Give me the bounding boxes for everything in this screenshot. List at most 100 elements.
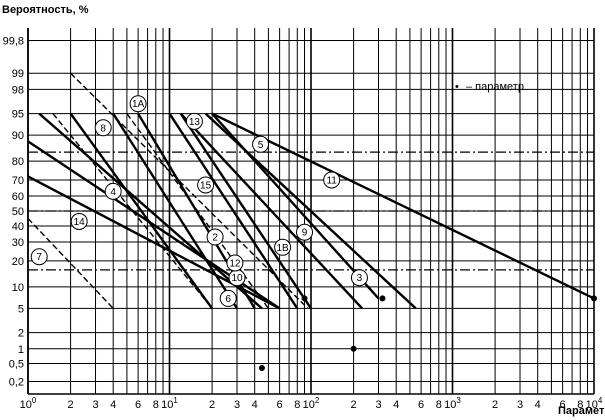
- series-label-text: 4: [110, 187, 116, 198]
- series-label-5: 5: [252, 135, 270, 153]
- series-label-6: 6: [219, 289, 237, 307]
- series-label-text: 2: [212, 233, 218, 244]
- y-tick-label: 5: [18, 303, 24, 315]
- series-label-10: 10: [228, 269, 246, 287]
- series-label-7: 7: [30, 248, 48, 266]
- x-tick-label: 8: [577, 399, 583, 411]
- x-tick-label: 6: [418, 399, 424, 411]
- series-label-text: 8: [100, 123, 106, 134]
- series-label-circle: [197, 176, 215, 194]
- x-tick-label: 3: [517, 399, 523, 411]
- x-tick-label: 100: [20, 396, 37, 411]
- series-line-14: [27, 175, 281, 310]
- x-tick-label: 6: [135, 399, 141, 411]
- parameter-marker: [258, 365, 265, 372]
- y-tick-label: 2: [18, 328, 24, 340]
- series-label-circle: [274, 238, 292, 256]
- series-label-11: 11: [323, 171, 341, 189]
- series-label-8: 8: [94, 119, 112, 137]
- series-label-circle: [185, 112, 203, 130]
- x-tick-label: 101: [161, 396, 178, 411]
- series-line-9: [179, 112, 364, 310]
- y-tick-label: 90: [12, 130, 24, 142]
- series-label-text: 5: [258, 140, 264, 151]
- y-tick-label: 99,8: [3, 36, 24, 48]
- chart-grid: [27, 28, 595, 394]
- legend-text: – параметр: [466, 81, 524, 93]
- series-label-text: 11: [326, 175, 337, 186]
- x-tick-label: 4: [110, 399, 116, 411]
- tick-labels: 99,89998959080706050403020105210,50,2100…: [3, 36, 603, 411]
- chart-series: [27, 72, 595, 310]
- series-label-4: 4: [104, 182, 122, 200]
- x-tick-label: 6: [277, 399, 283, 411]
- series-label-text: 7: [36, 252, 42, 263]
- x-tick-label: 3: [234, 399, 240, 411]
- parameter-marker: [350, 345, 357, 352]
- series-line-5: [204, 112, 417, 310]
- x-tick-label: 103: [444, 396, 461, 411]
- series-label-circle: [350, 269, 368, 287]
- y-tick-label: 60: [12, 191, 24, 203]
- x-tick-label: 6: [560, 399, 566, 411]
- parameter-marker: [301, 295, 308, 302]
- series-label-circle: [30, 248, 48, 266]
- series-line-11: [211, 112, 595, 300]
- parameter-markers: [258, 295, 597, 372]
- y-tick-label: 20: [12, 256, 24, 268]
- series-label-circle: [206, 228, 224, 246]
- x-tick-label: 2: [209, 399, 215, 411]
- series-line-13: [179, 112, 312, 310]
- series-label-15: 15: [197, 176, 215, 194]
- x-tick-label: 2: [68, 399, 74, 411]
- x-tick-label: 4: [393, 399, 399, 411]
- series-label-text: 3: [357, 273, 363, 284]
- series-label-text: 14: [74, 217, 86, 228]
- series-labels: 1A 1B 2 3 4 5 6 7 8 9 10 11 12 13 14 15: [30, 95, 368, 307]
- series-label-circle: [323, 171, 341, 189]
- series-label-1b: 1B: [274, 238, 292, 256]
- series-line-15: [70, 72, 309, 309]
- series-label-circle: [129, 95, 147, 113]
- series-label-text: 15: [200, 180, 212, 191]
- series-label-text: 9: [302, 228, 308, 239]
- x-tick-label: 4: [535, 399, 541, 411]
- chart-axes: [27, 28, 594, 395]
- series-line-12: [38, 112, 263, 310]
- x-tick-label: 2: [492, 399, 498, 411]
- legend: • – параметр: [455, 81, 524, 93]
- series-label-text: 10: [231, 273, 243, 284]
- series-label-text: 12: [229, 258, 241, 269]
- series-label-circle: [219, 289, 237, 307]
- y-tick-label: 70: [12, 175, 24, 187]
- series-label-14: 14: [70, 212, 88, 230]
- legend-symbol: •: [455, 81, 459, 93]
- series-label-3: 3: [350, 269, 368, 287]
- series-label-text: 1A: [132, 99, 145, 110]
- y-tick-label: 10: [12, 282, 24, 294]
- y-tick-label: 95: [12, 109, 24, 121]
- series-label-12: 12: [226, 254, 244, 272]
- x-tick-label: 4: [252, 399, 258, 411]
- series-label-circle: [104, 182, 122, 200]
- y-tick-label: 0,5: [9, 359, 24, 371]
- series-label-13: 13: [185, 112, 203, 130]
- series-line-7: [27, 217, 114, 309]
- x-tick-label: 3: [375, 399, 381, 411]
- y-tick-label: 1: [18, 344, 24, 356]
- series-label-9: 9: [296, 223, 314, 241]
- x-tick-label: 8: [436, 399, 442, 411]
- y-tick-label: 40: [12, 221, 24, 233]
- series-label-circle: [252, 135, 270, 153]
- series-label-1a: 1A: [129, 95, 147, 113]
- series-label-circle: [226, 254, 244, 272]
- x-tick-label: 2: [351, 399, 357, 411]
- series-label-text: 1B: [276, 243, 289, 254]
- y-tick-label: 0,2: [9, 376, 24, 388]
- series-line-8: [52, 113, 213, 309]
- series-label-circle: [70, 212, 88, 230]
- x-axis-label: Параметр: [558, 405, 605, 417]
- series-label-text: 13: [189, 117, 201, 128]
- parameter-marker: [379, 295, 386, 302]
- y-tick-label: 98: [12, 84, 24, 96]
